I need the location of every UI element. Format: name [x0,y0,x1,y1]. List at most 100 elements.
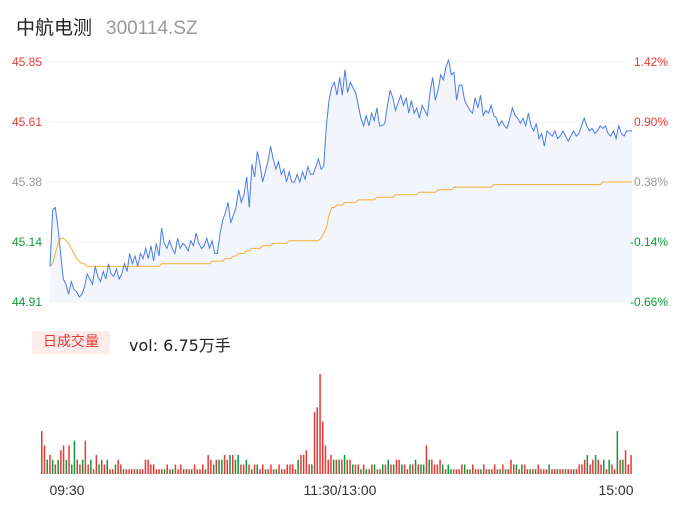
volume-bar [137,469,139,474]
volume-bar [167,465,169,475]
volume-bar [66,460,68,474]
x-tick: 15:00 [598,482,633,498]
volume-bar [437,465,439,475]
volume-bar [423,465,425,475]
volume-bar [237,455,239,474]
volume-bar [404,465,406,475]
volume-bar [385,465,387,475]
volume-bar [608,460,610,474]
volume-bar [491,469,493,474]
volume-bar [420,465,422,475]
volume-bar [265,469,267,474]
volume-bar [434,465,436,475]
volume-bar [96,455,98,474]
volume-bar [448,465,450,475]
volume-bar [412,465,414,475]
volume-bar [461,465,463,475]
volume-bar [267,469,269,474]
volume-bar [497,469,499,474]
volume-bar [101,460,103,474]
volume-bar [573,469,575,474]
volume-bar [554,469,556,474]
volume-bar [480,469,482,474]
volume-bar [74,441,76,474]
volume-bar [439,460,441,474]
volume-tag[interactable]: 日成交量 [32,331,110,354]
volume-bar [505,469,507,474]
volume-bar [156,469,158,474]
volume-bar [617,431,619,474]
volume-bar [570,469,572,474]
volume-bar [273,469,275,474]
volume-bar [134,469,136,474]
volume-bar [584,460,586,474]
volume-bar [128,469,130,474]
volume-bar [109,469,111,474]
volume-bar [600,465,602,475]
volume-bar [606,469,608,474]
volume-bar [344,455,346,474]
volume-bar [458,469,460,474]
volume-bar [270,465,272,475]
volume-bar [521,465,523,475]
volume-bar [207,455,209,474]
volume-bar [158,469,160,474]
volume-bar [598,460,600,474]
volume-bar [371,465,373,475]
volume-bar [68,445,70,474]
volume-bar [194,465,196,475]
volume-bar [374,465,376,475]
volume-bar [475,469,477,474]
volume-bar [191,469,193,474]
volume-bar [532,469,534,474]
volume-bar [619,460,621,474]
volume-bar [595,455,597,474]
volume-bar [546,469,548,474]
volume-bar [527,469,529,474]
volume-bar [360,469,362,474]
volume-bar [543,469,545,474]
volume-bar [126,469,128,474]
volume-bar [308,465,310,475]
volume-bar [292,465,294,475]
volume-bar [300,455,302,474]
volume-bar [98,465,100,475]
volume-bar [467,469,469,474]
volume-bar [93,469,95,474]
volume-bar [202,465,204,475]
volume-bar [240,465,242,475]
volume-bar [499,469,501,474]
volume-bar [77,460,79,474]
volume-bar [611,465,613,475]
volume-bar [622,460,624,474]
volume-bar [63,445,65,474]
y-tick-right: 0.90% [634,115,668,129]
volume-bar [314,412,316,474]
volume-bar [587,455,589,474]
volume-bar [518,469,520,474]
volume-bar [426,445,428,474]
volume-bar [565,469,567,474]
volume-bar [44,445,46,474]
volume-bar [150,465,152,475]
volume-bar [469,469,471,474]
volume-bar [216,460,218,474]
volume-bar [513,465,515,475]
volume-bar [180,465,182,475]
volume-bar [428,460,430,474]
volume-bar [603,460,605,474]
volume-bars [41,374,632,474]
volume-bar [524,465,526,475]
volume-bar [341,460,343,474]
volume-bar [107,460,109,474]
volume-bar [390,465,392,475]
volume-bar [398,460,400,474]
volume-bar [213,465,215,475]
volume-bar [325,445,327,474]
volume-bar [188,469,190,474]
volume-bar [450,469,452,474]
volume-bar [224,455,226,474]
volume-bar [592,460,594,474]
volume-bar [363,465,365,475]
y-tick-left: 45.14 [12,235,42,249]
